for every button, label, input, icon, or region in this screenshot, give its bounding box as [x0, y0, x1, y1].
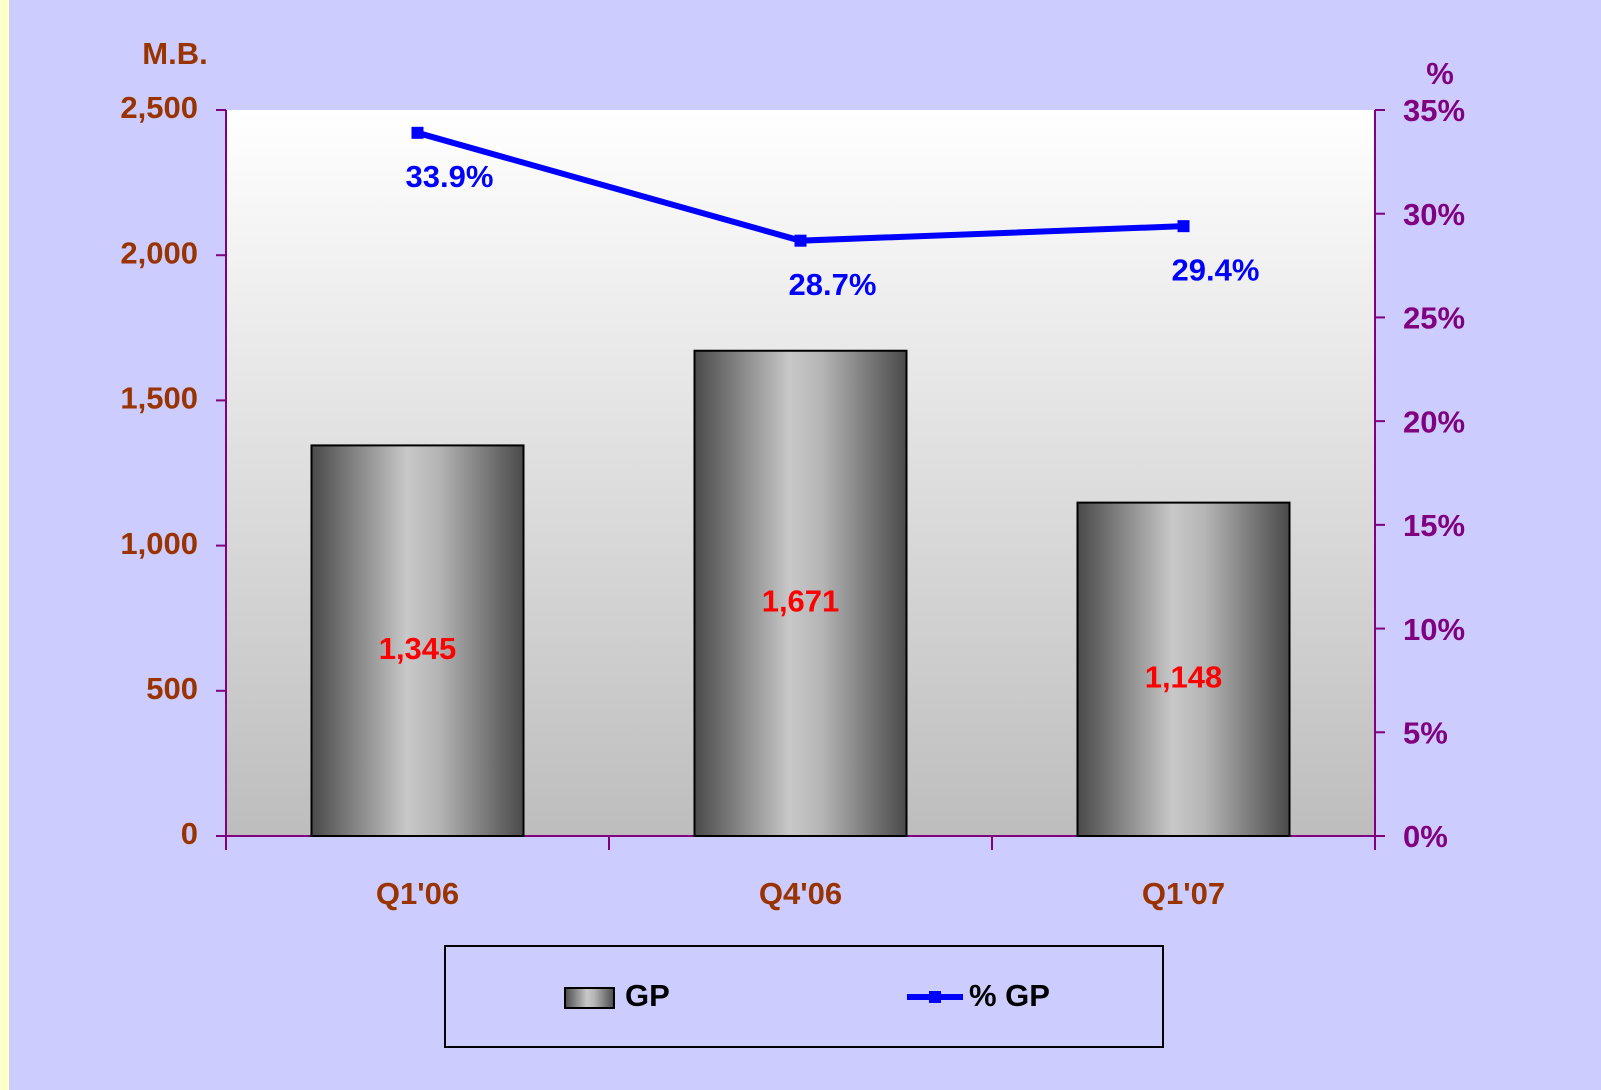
- y-axis-label: M.B.: [142, 36, 207, 71]
- x-tick-label: Q1'07: [1142, 876, 1225, 911]
- y2-tick-label: 35%: [1403, 93, 1465, 128]
- y2-axis-label: %: [1426, 56, 1454, 91]
- y2-tick-label: 0%: [1403, 819, 1448, 854]
- legend-swatch: [564, 987, 615, 1009]
- left-strip: [0, 0, 9, 1090]
- bar-value-label: 1,345: [379, 631, 457, 666]
- line-marker: [411, 126, 424, 139]
- legend: [444, 945, 1164, 1048]
- y-tick-label: 0: [181, 816, 198, 851]
- y2-tick-label: 30%: [1403, 197, 1465, 232]
- bar: [693, 349, 908, 837]
- y2-tick-label: 15%: [1403, 508, 1465, 543]
- line-marker: [1177, 220, 1190, 233]
- line-marker: [794, 234, 807, 247]
- legend-marker: [929, 991, 941, 1003]
- line-value-label: 33.9%: [406, 159, 494, 194]
- y-tick-label: 1,000: [120, 526, 198, 561]
- legend-label: % GP: [969, 978, 1050, 1013]
- bar: [310, 444, 525, 837]
- y-tick-label: 2,000: [120, 235, 198, 270]
- line-value-label: 29.4%: [1172, 252, 1260, 287]
- line-value-label: 28.7%: [789, 267, 877, 302]
- y2-tick-label: 20%: [1403, 404, 1465, 439]
- bar-value-label: 1,148: [1145, 659, 1223, 694]
- y-tick-label: 500: [146, 671, 198, 706]
- bar-value-label: 1,671: [762, 584, 840, 619]
- y-tick-label: 1,500: [120, 381, 198, 416]
- x-tick-label: Q1'06: [376, 876, 459, 911]
- y2-tick-label: 10%: [1403, 612, 1465, 647]
- y-tick-label: 2,500: [120, 90, 198, 125]
- y2-tick-label: 25%: [1403, 301, 1465, 336]
- bar: [1076, 501, 1291, 837]
- y2-tick-label: 5%: [1403, 715, 1448, 750]
- x-tick-label: Q4'06: [759, 876, 842, 911]
- legend-label: GP: [625, 978, 670, 1013]
